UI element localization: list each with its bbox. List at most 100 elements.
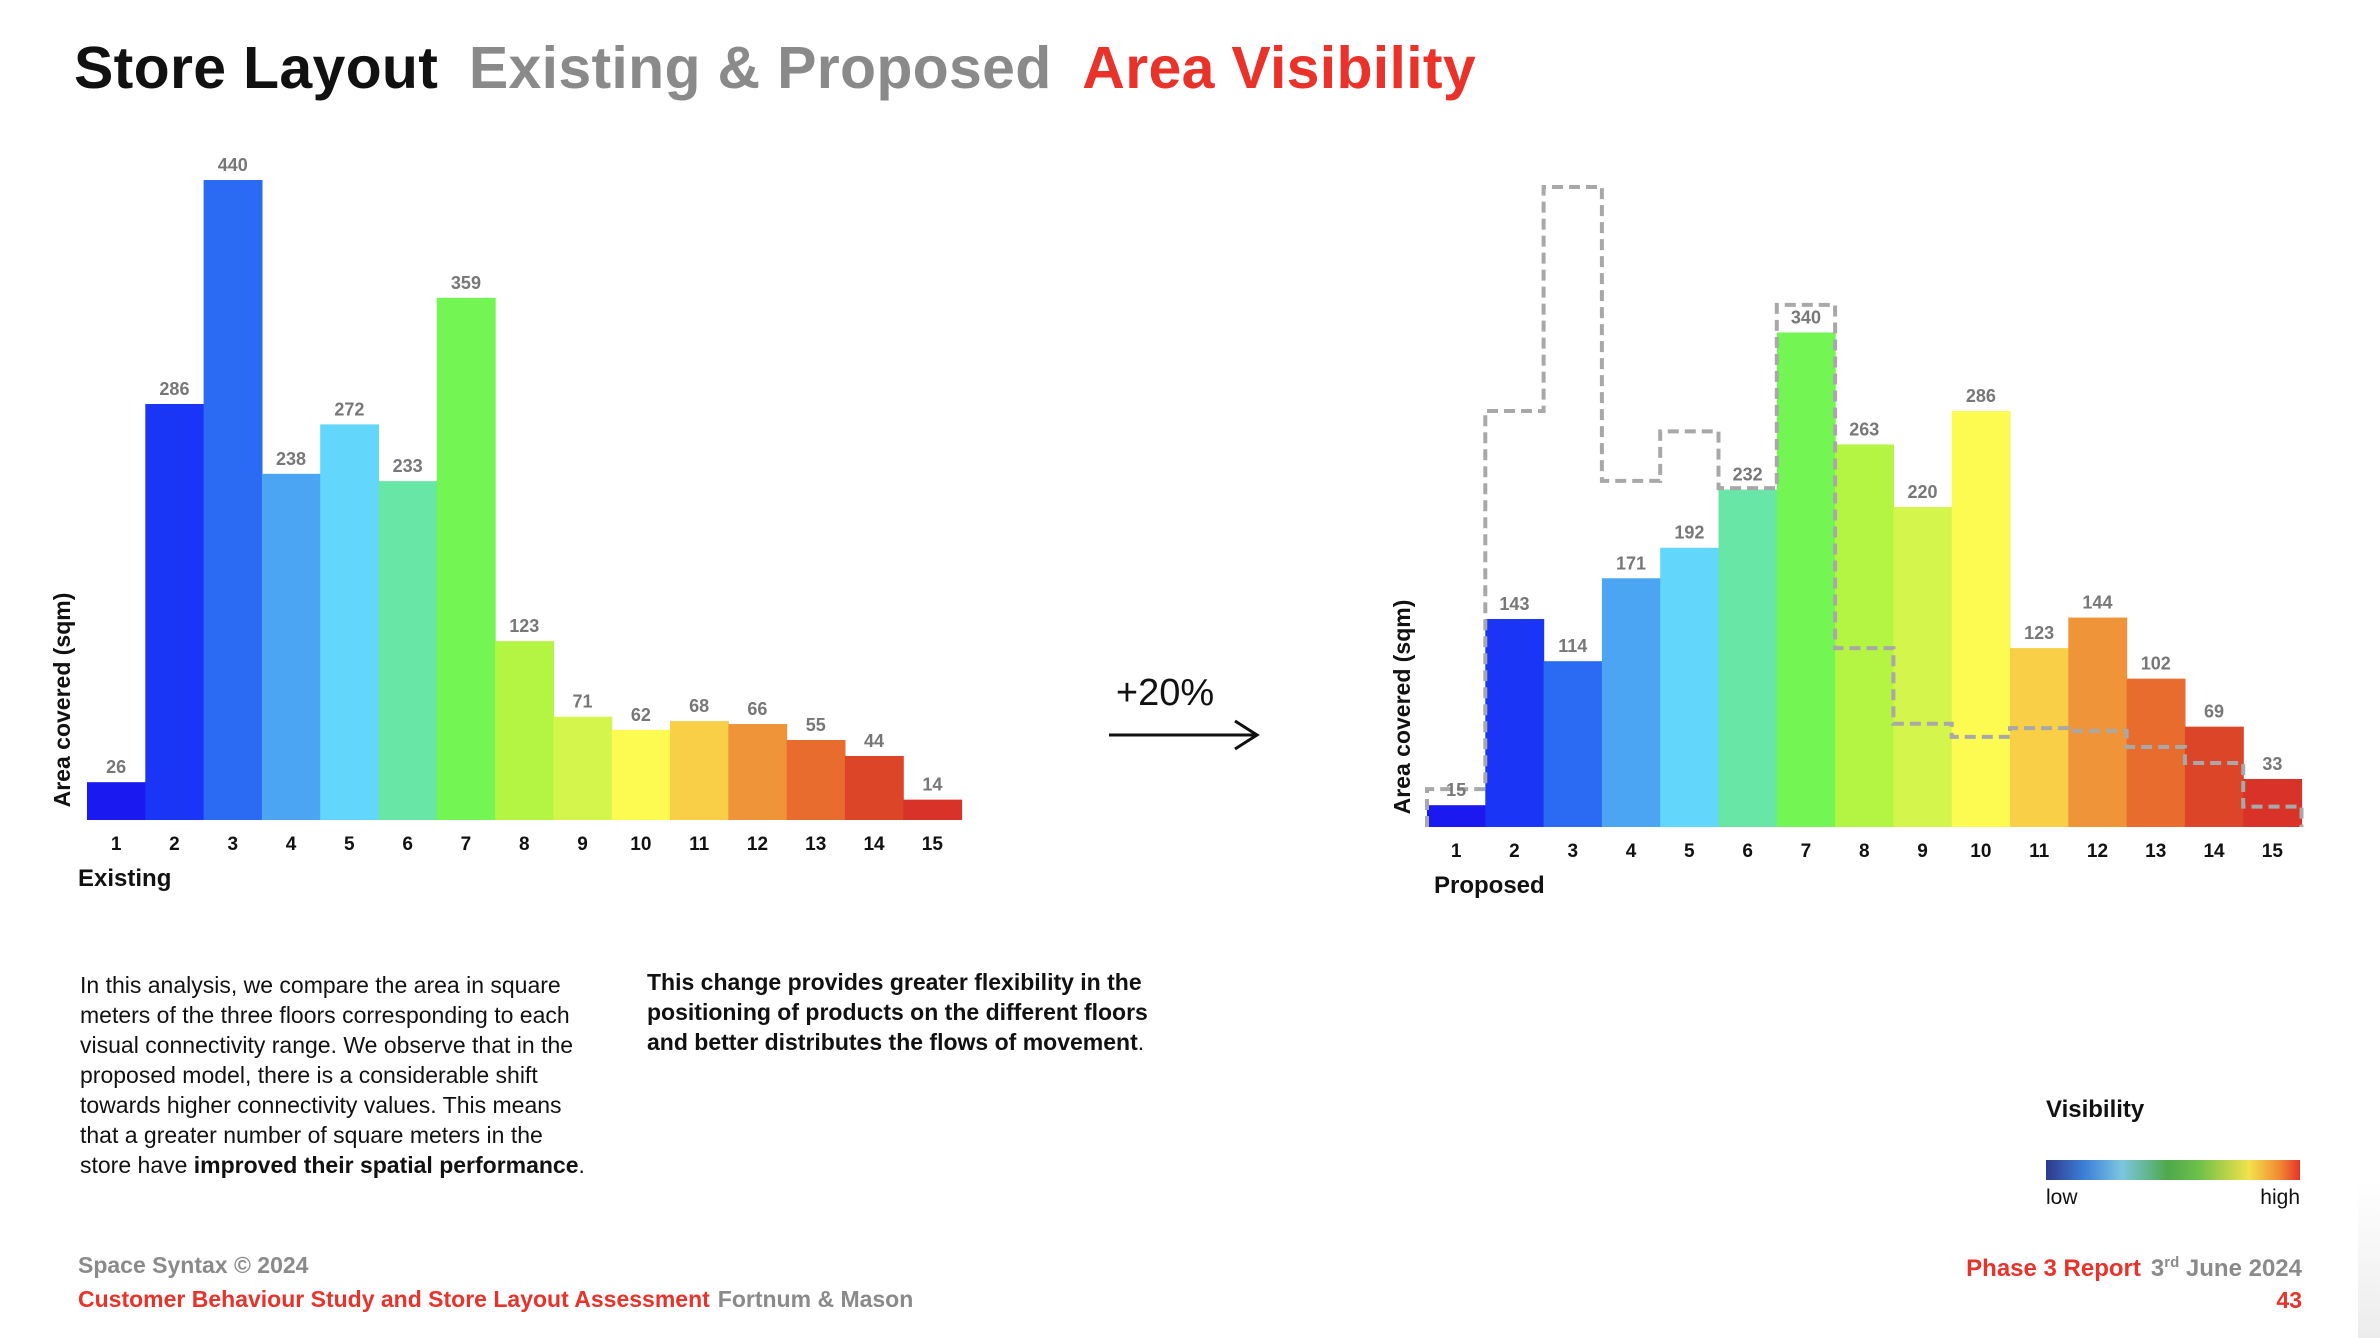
existing-value-label-2: 286 <box>159 379 189 399</box>
existing-value-label-5: 272 <box>334 399 364 419</box>
existing-value-label-10: 62 <box>631 705 651 725</box>
page-corner-decoration <box>2358 1180 2380 1338</box>
proposed-bar-10 <box>1951 411 2011 827</box>
proposed-tick-label-14: 14 <box>2203 841 2225 862</box>
flexibility-paragraph: This change provides greater flexibility… <box>647 967 1187 1057</box>
existing-bar-10 <box>611 729 671 820</box>
proposed-bar-2 <box>1485 619 1545 827</box>
existing-bar-9 <box>553 716 613 820</box>
existing-tick-label-1: 1 <box>111 834 122 855</box>
existing-bar-11 <box>670 721 729 820</box>
existing-value-label-9: 71 <box>573 692 593 712</box>
proposed-bar-4 <box>1601 578 1661 827</box>
existing-bar-12 <box>728 724 788 820</box>
page-title: Store Layout Existing & Proposed Area Vi… <box>74 34 1476 102</box>
existing-bar-8 <box>495 641 554 820</box>
footer-study-line: Customer Behaviour Study and Store Layou… <box>78 1286 913 1313</box>
existing-y-axis-label: Area covered (sqm) <box>49 593 75 808</box>
existing-tick-label-12: 12 <box>747 834 768 855</box>
proposed-value-label-13: 102 <box>2141 654 2171 674</box>
existing-value-label-15: 14 <box>922 775 942 795</box>
proposed-tick-label-6: 6 <box>1742 841 1753 862</box>
proposed-tick-label-2: 2 <box>1509 841 1520 862</box>
existing-bar-5 <box>320 424 380 820</box>
proposed-bar-13 <box>2126 678 2186 827</box>
proposed-value-label-15: 33 <box>2262 754 2282 774</box>
existing-value-label-14: 44 <box>864 731 884 751</box>
proposed-tick-label-9: 9 <box>1917 841 1928 862</box>
proposed-tick-label-11: 11 <box>2029 841 2050 862</box>
existing-tick-label-13: 13 <box>805 834 826 855</box>
existing-value-label-12: 66 <box>747 699 767 719</box>
proposed-value-label-2: 143 <box>1499 594 1529 614</box>
proposed-value-label-12: 144 <box>2082 593 2112 613</box>
proposed-bar-12 <box>2068 617 2128 827</box>
footer-page-number: 43 <box>2276 1287 2302 1313</box>
existing-value-label-11: 68 <box>689 696 709 716</box>
title-store-layout: Store Layout <box>74 35 439 101</box>
proposed-bar-1 <box>1427 805 1486 827</box>
footer-phase: Phase 3 Report <box>1966 1255 2141 1282</box>
proposed-bar-14 <box>2184 726 2244 827</box>
footer-study: Customer Behaviour Study and Store Layou… <box>78 1286 710 1312</box>
proposed-tick-label-1: 1 <box>1451 841 1462 862</box>
proposed-tick-label-5: 5 <box>1684 841 1695 862</box>
existing-tick-label-6: 6 <box>402 834 413 855</box>
title-existing-proposed: Existing & Proposed <box>468 35 1052 101</box>
proposed-value-label-5: 192 <box>1674 523 1704 543</box>
existing-bar-15 <box>903 799 963 820</box>
proposed-value-label-8: 263 <box>1849 419 1879 439</box>
existing-tick-label-10: 10 <box>630 834 651 855</box>
footer-left: Space Syntax © 2024 Customer Behaviour S… <box>78 1252 913 1313</box>
legend-labels: low high <box>2046 1186 2300 1210</box>
proposed-value-label-14: 69 <box>2204 702 2224 722</box>
footer-date: 3rd June 2024 <box>2150 1254 2302 1282</box>
proposed-tick-label-8: 8 <box>1859 841 1870 862</box>
proposed-y-axis-label: Area covered (sqm) <box>1389 600 1415 815</box>
analysis-end: . <box>578 1152 585 1178</box>
proposed-bar-6 <box>1718 489 1778 827</box>
existing-tick-label-8: 8 <box>519 834 530 855</box>
existing-value-label-1: 26 <box>106 757 126 777</box>
proposed-tick-label-4: 4 <box>1626 841 1637 862</box>
existing-value-label-3: 440 <box>218 155 248 175</box>
title-area-visibility: Area Visibility <box>1082 35 1476 101</box>
existing-tick-label-5: 5 <box>344 834 355 855</box>
proposed-value-label-10: 286 <box>1966 386 1996 406</box>
existing-tick-label-9: 9 <box>577 834 588 855</box>
footer-copyright: Space Syntax © 2024 <box>78 1252 309 1278</box>
proposed-value-label-11: 123 <box>2024 623 2054 643</box>
footer-date-day: 3 <box>2150 1255 2165 1282</box>
existing-value-label-4: 238 <box>276 449 306 469</box>
existing-tick-label-7: 7 <box>461 834 472 855</box>
analysis-paragraph: In this analysis, we compare the area in… <box>80 970 600 1180</box>
proposed-value-label-9: 220 <box>1908 482 1938 502</box>
legend-gradient-bar <box>2046 1160 2300 1180</box>
proposed-bar-5 <box>1660 547 1720 827</box>
legend-high-label: high <box>2260 1186 2300 1209</box>
right-arrow-icon <box>1109 719 1260 751</box>
change-label: +20% <box>1115 672 1215 714</box>
existing-bar-2 <box>145 404 205 820</box>
footer-right: Phase 3 Report 3rd June 2024 43 <box>1966 1254 2302 1314</box>
analysis-text: In this analysis, we compare the area in… <box>80 972 574 1178</box>
proposed-tick-label-3: 3 <box>1567 841 1578 862</box>
proposed-bar-8 <box>1835 444 1894 827</box>
existing-tick-label-3: 3 <box>227 834 238 855</box>
proposed-value-label-6: 232 <box>1733 465 1763 485</box>
existing-bar-1 <box>87 782 146 820</box>
proposed-bar-7 <box>1776 332 1836 827</box>
existing-bar-4 <box>261 473 321 820</box>
proposed-tick-label-7: 7 <box>1801 841 1812 862</box>
proposed-tick-label-15: 15 <box>2262 841 2284 862</box>
existing-bar-7 <box>436 297 496 821</box>
existing-bar-3 <box>203 180 263 820</box>
existing-overlay-outline <box>1425 185 2304 827</box>
legend-title: Visibility <box>2046 1096 2145 1123</box>
proposed-tick-label-10: 10 <box>1970 841 1991 862</box>
existing-tick-label-2: 2 <box>169 834 180 855</box>
existing-value-label-6: 233 <box>393 456 423 476</box>
proposed-bar-3 <box>1543 661 1603 827</box>
proposed-value-label-4: 171 <box>1616 553 1646 573</box>
